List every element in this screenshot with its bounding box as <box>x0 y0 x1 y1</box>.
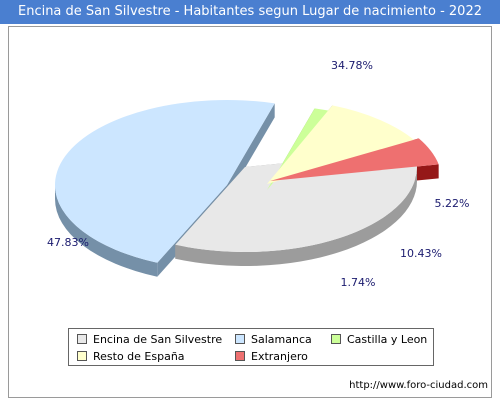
legend-item-castilla: Castilla y Leon <box>331 333 427 347</box>
legend-item-extranjero: Extranjero <box>235 350 308 364</box>
legend-label-encina: Encina de San Silvestre <box>93 333 223 346</box>
legend-item-salamanca: Salamanca <box>235 333 312 347</box>
legend-label-extranjero: Extranjero <box>251 350 308 363</box>
legend-swatch-salamanca <box>235 334 245 344</box>
legend-item-encina: Encina de San Silvestre <box>77 333 222 347</box>
data-label-encina: 34.78% <box>331 59 373 72</box>
legend-swatch-extranjero <box>235 351 245 361</box>
data-label-castilla: 1.74% <box>341 276 376 289</box>
legend-swatch-resto <box>77 351 87 361</box>
pie-slice-salamanca <box>54 99 275 263</box>
legend-label-resto: Resto de España <box>93 350 185 363</box>
chart-title: Encina de San Silvestre - Habitantes seg… <box>0 0 500 24</box>
legend-swatch-encina <box>77 334 87 344</box>
pie-side-encina <box>175 167 417 267</box>
legend-item-resto: Resto de España <box>77 350 185 364</box>
data-label-salamanca: 47.83% <box>47 236 89 249</box>
legend: Encina de San Silvestre Salamanca Castil… <box>68 328 434 366</box>
pie-slice-extranjero <box>270 138 439 181</box>
data-label-extranjero: 5.22% <box>435 197 470 210</box>
data-label-resto: 10.43% <box>400 247 442 260</box>
pie-slice-resto <box>267 105 416 184</box>
legend-label-castilla: Castilla y Leon <box>347 333 428 346</box>
pie-slice-encina <box>175 150 417 252</box>
legend-label-salamanca: Salamanca <box>251 333 312 346</box>
legend-swatch-castilla <box>331 334 341 344</box>
footer-url: http://www.foro-ciudad.com <box>349 380 488 391</box>
pie-side-salamanca <box>55 185 158 277</box>
